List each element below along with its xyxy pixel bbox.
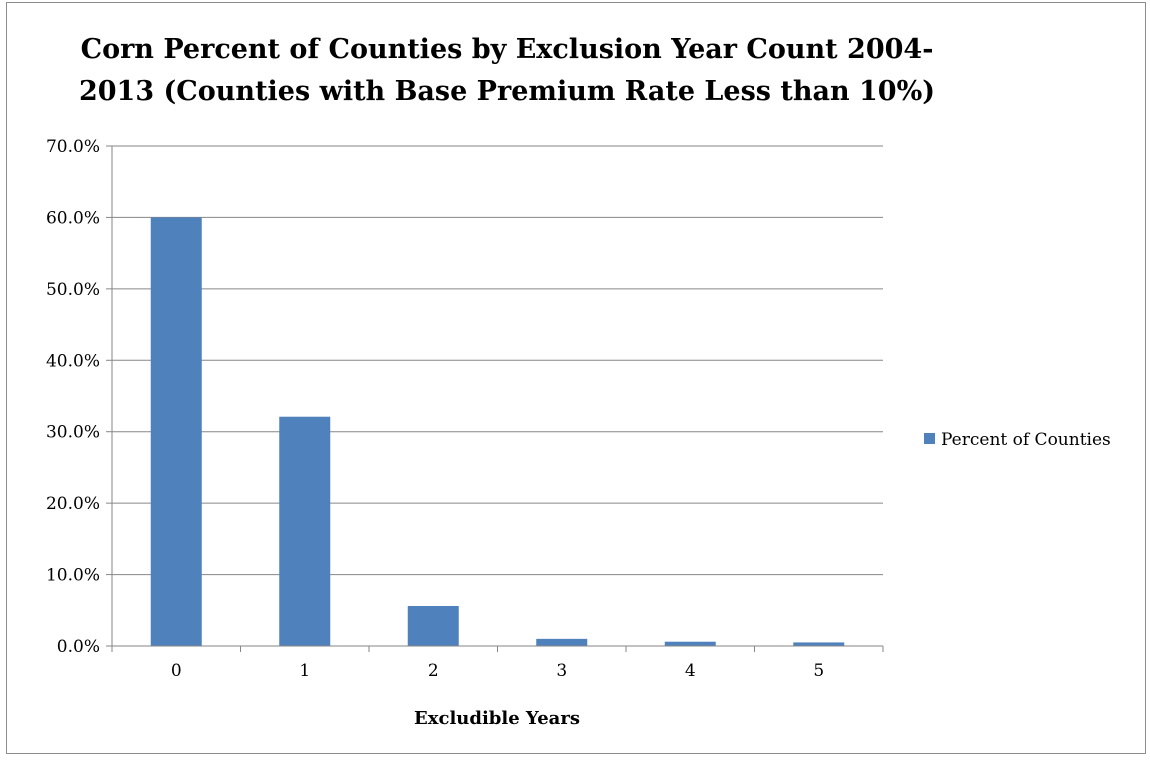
x-tick-label: 5	[813, 661, 824, 681]
bar-2	[407, 606, 459, 646]
bar-1	[279, 416, 331, 646]
y-tick-label: 20.0%	[46, 494, 100, 514]
x-axis-label: Excludible Years	[414, 708, 580, 729]
y-tick-labels: 0.0% 10.0% 20.0% 30.0% 40.0% 50.0% 60.0% 70.0%	[46, 137, 100, 657]
x-tick-label: 1	[299, 661, 310, 681]
y-tick-label: 50.0%	[46, 280, 100, 300]
y-tick-label: 10.0%	[46, 566, 100, 586]
bar-5	[793, 642, 845, 646]
bars	[150, 217, 845, 646]
chart-title-line-2: 2013 (Counties with Base Premium Rate Le…	[79, 76, 935, 107]
y-tick-label: 60.0%	[46, 208, 100, 228]
axes	[106, 145, 884, 652]
x-tick-label: 3	[556, 661, 567, 681]
legend-swatch	[924, 433, 935, 444]
y-tick-label: 30.0%	[46, 423, 100, 443]
chart-title-line-1: Corn Percent of Counties by Exclusion Ye…	[81, 34, 934, 65]
bar-4	[664, 641, 716, 646]
legend-label: Percent of Counties	[941, 430, 1111, 450]
x-tick-labels: 0 1 2 3 4 5	[171, 661, 824, 681]
x-tick-label: 2	[428, 661, 439, 681]
gridlines	[112, 145, 883, 576]
chart-frame: Corn Percent of Counties by Exclusion Ye…	[6, 2, 1146, 754]
legend: Percent of Counties	[924, 430, 1111, 450]
x-tick-label: 4	[685, 661, 696, 681]
bar-0	[150, 217, 202, 646]
y-tick-label: 70.0%	[46, 137, 100, 157]
y-tick-label: 40.0%	[46, 351, 100, 371]
bar-chart: Corn Percent of Counties by Exclusion Ye…	[46, 34, 1111, 729]
x-tick-label: 0	[171, 661, 182, 681]
y-tick-label: 0.0%	[57, 637, 100, 657]
bar-3	[536, 638, 588, 646]
